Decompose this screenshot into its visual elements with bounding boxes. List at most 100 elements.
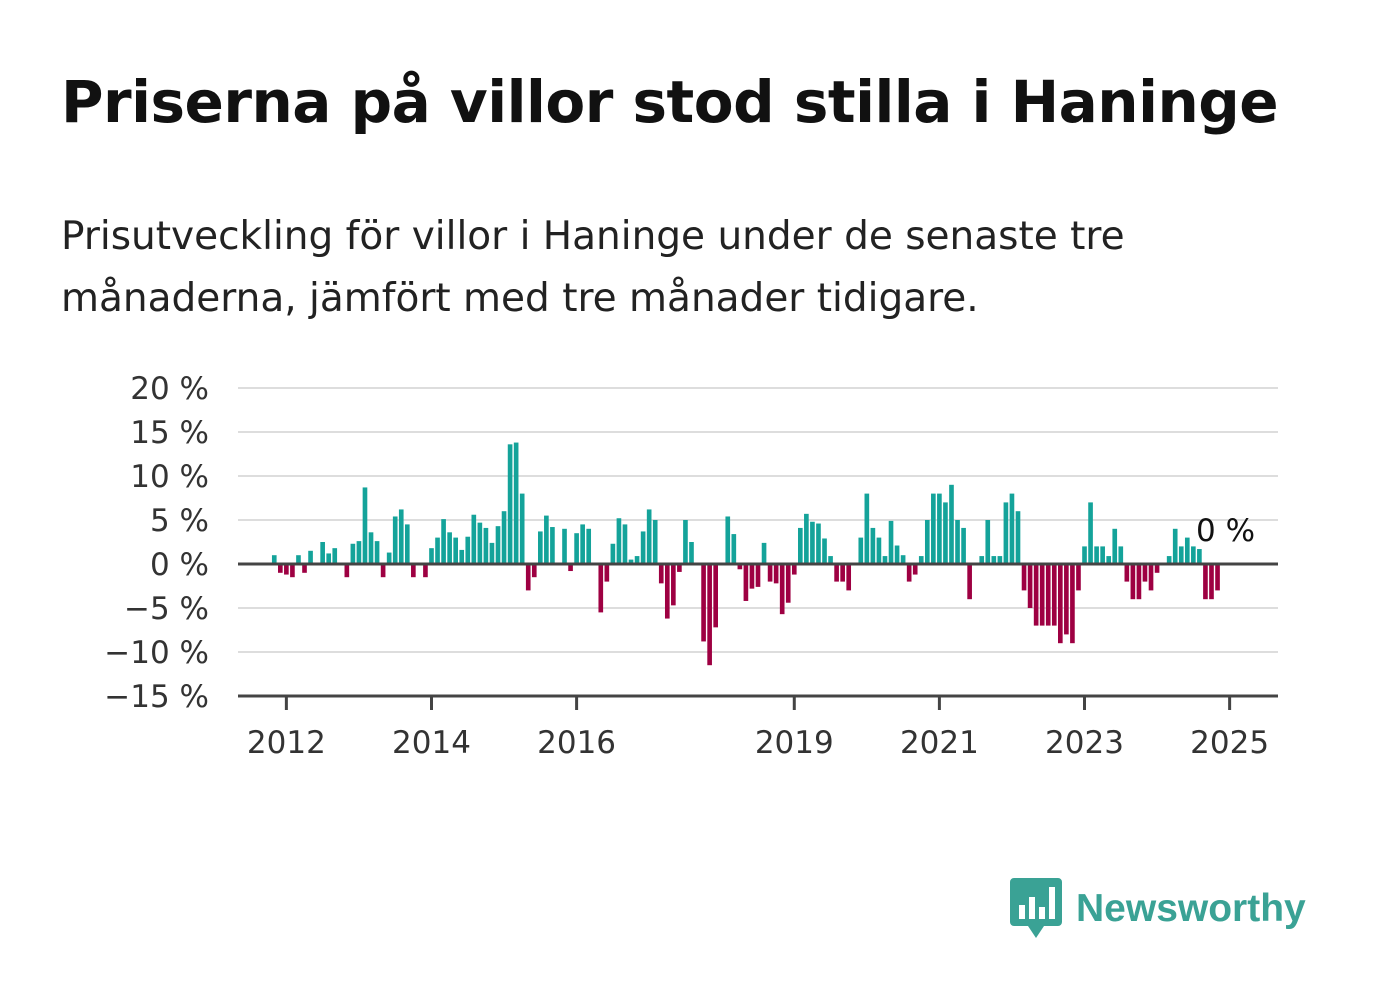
bar	[1124, 564, 1130, 582]
y-tick-label: −15 %	[104, 679, 209, 715]
bar	[278, 564, 283, 573]
bar	[1094, 546, 1099, 564]
bar	[1184, 537, 1190, 564]
bar	[743, 564, 749, 601]
bar	[550, 527, 555, 564]
x-tick-label: 2021	[900, 725, 979, 761]
y-tick-label: 20 %	[130, 371, 209, 407]
bar	[640, 531, 646, 564]
bar	[616, 518, 622, 564]
annotations: 0 %	[1196, 513, 1255, 549]
axes	[238, 562, 1278, 698]
bar	[622, 524, 628, 564]
bar	[1088, 502, 1093, 564]
bar	[652, 520, 658, 564]
bar	[731, 534, 737, 564]
bar	[1003, 502, 1009, 564]
bar	[864, 493, 870, 564]
bar	[471, 514, 477, 564]
bar	[701, 564, 706, 642]
bar	[1191, 546, 1196, 564]
bar	[362, 487, 368, 564]
bar	[943, 502, 948, 564]
bar	[900, 555, 906, 564]
bar	[1178, 546, 1184, 564]
bar	[320, 542, 325, 564]
bar	[894, 545, 900, 564]
bar	[997, 556, 1003, 564]
y-tick-label: −5 %	[124, 591, 209, 627]
bar	[924, 520, 930, 564]
x-axis-ticks: 2012 2014 2016 2019 2021 2023 2025	[247, 696, 1269, 761]
bar	[798, 527, 803, 564]
y-tick-label: 15 %	[130, 415, 209, 451]
bar	[1166, 556, 1172, 564]
bar	[1027, 564, 1033, 608]
bar	[1039, 564, 1045, 626]
bar	[302, 564, 307, 573]
bar	[453, 537, 458, 564]
bar	[888, 520, 894, 564]
bar	[525, 564, 531, 591]
bar	[918, 556, 924, 564]
bar	[1064, 564, 1069, 635]
bar	[350, 543, 356, 564]
bar	[628, 559, 634, 564]
bar	[1106, 556, 1112, 564]
bar	[912, 564, 918, 575]
bar	[423, 564, 428, 578]
bar	[308, 550, 313, 564]
bar	[1209, 564, 1214, 600]
y-tick-label: 0 %	[150, 547, 209, 583]
bar	[937, 493, 942, 564]
bar	[477, 522, 483, 564]
bar	[882, 556, 888, 564]
bar	[507, 444, 513, 564]
bar	[1033, 564, 1039, 626]
y-tick-label: 10 %	[130, 459, 209, 495]
bar	[332, 548, 338, 564]
page-title: Priserna på villor stod stilla i Haninge	[61, 68, 1279, 136]
bar	[761, 542, 767, 564]
bar	[1148, 564, 1154, 591]
bar	[858, 537, 864, 564]
x-tick-label: 2012	[247, 725, 326, 761]
bar	[816, 523, 821, 564]
brand-logo: Newsworthy	[1010, 876, 1306, 942]
bar	[658, 564, 664, 584]
bar	[284, 564, 289, 575]
bar	[1136, 564, 1142, 600]
bar	[785, 564, 791, 603]
bar	[1051, 564, 1057, 626]
bar	[949, 484, 954, 564]
bar	[683, 520, 688, 564]
bar	[713, 564, 718, 628]
bar	[646, 509, 652, 564]
bar	[465, 536, 471, 564]
bar	[876, 537, 882, 564]
bar	[290, 564, 295, 578]
bar	[834, 564, 839, 582]
bar	[755, 564, 761, 587]
bar	[1021, 564, 1027, 591]
bar	[326, 553, 332, 564]
page-subtitle: Prisutveckling för villor i Haninge unde…	[61, 214, 1125, 321]
x-tick-label: 2019	[755, 725, 834, 761]
bar	[392, 516, 398, 564]
bar	[1215, 564, 1220, 591]
bar	[967, 564, 972, 600]
bar	[1076, 564, 1081, 591]
bar	[519, 493, 525, 564]
bar	[749, 564, 755, 589]
bar	[1118, 546, 1124, 564]
bar	[804, 513, 809, 564]
y-axis-ticks: 20 % 15 % 10 % 5 % 0 % −5 % −10 % −15 %	[104, 371, 209, 715]
brand-name: Newsworthy	[1076, 887, 1306, 930]
bar	[791, 564, 797, 575]
bar	[767, 564, 773, 582]
bar	[483, 527, 489, 564]
last-value-label: 0 %	[1196, 513, 1255, 549]
grid-lines	[238, 387, 1278, 653]
bars	[271, 442, 1220, 666]
